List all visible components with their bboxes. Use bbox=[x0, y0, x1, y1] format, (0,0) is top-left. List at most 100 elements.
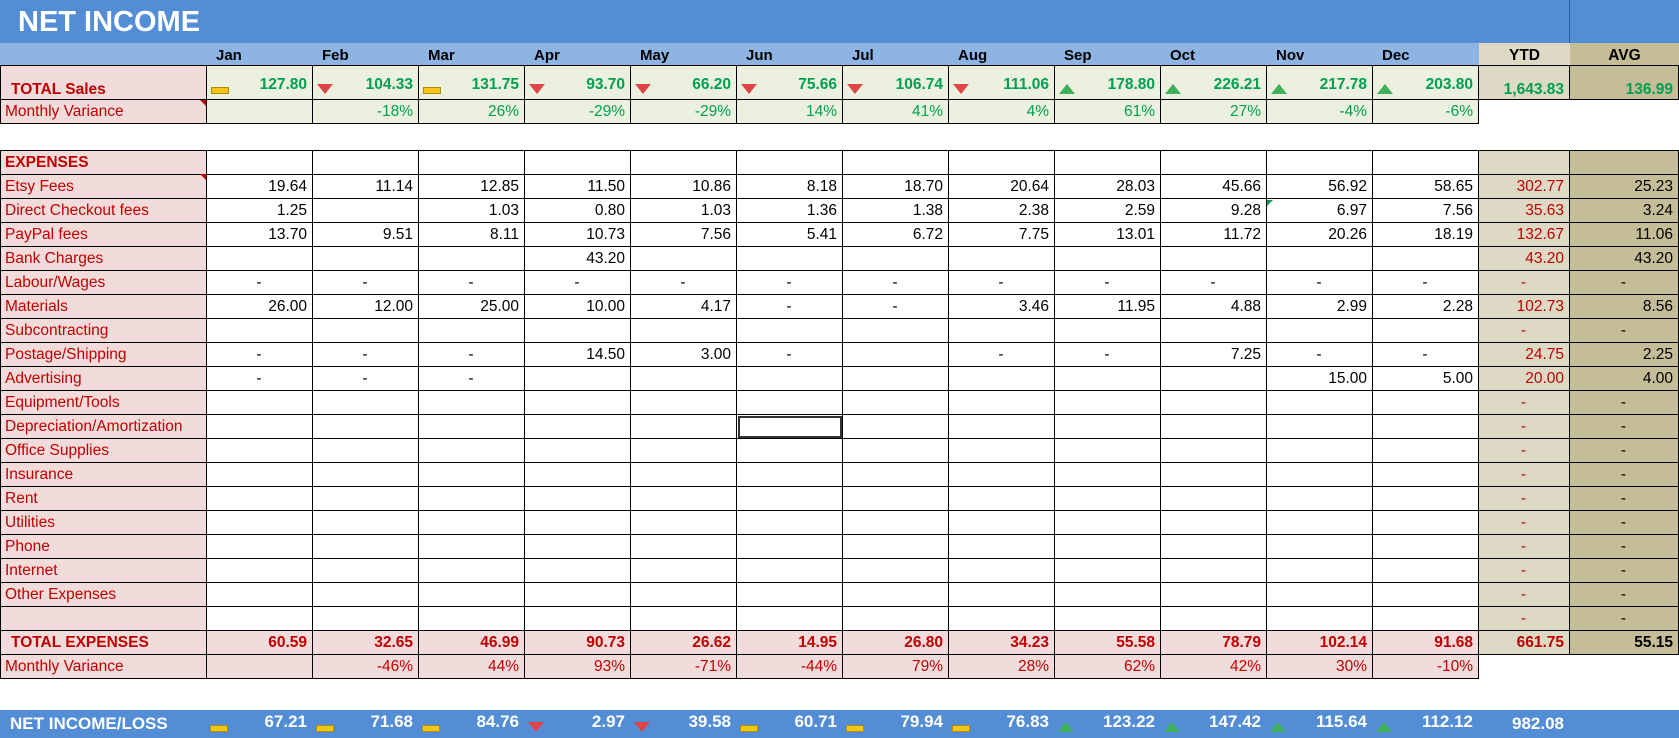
month-header-jul[interactable]: Jul bbox=[852, 47, 874, 64]
expense-cell-nov[interactable] bbox=[1266, 246, 1373, 271]
expense-cell-dec[interactable] bbox=[1372, 606, 1479, 631]
expenses-header-cell[interactable] bbox=[736, 150, 843, 175]
expense-cell-sep[interactable] bbox=[1054, 462, 1161, 487]
expense-cell-feb[interactable] bbox=[312, 246, 419, 271]
month-header-may[interactable]: May bbox=[640, 47, 670, 64]
expense-cell-oct[interactable] bbox=[1160, 510, 1267, 535]
expenses-variance-cell-oct[interactable]: 42% bbox=[1160, 654, 1267, 679]
expense-avg[interactable]: 2.25 bbox=[1569, 342, 1679, 367]
expense-ytd[interactable]: 43.20 bbox=[1478, 246, 1570, 271]
expense-cell-jun[interactable]: 1.36 bbox=[736, 198, 843, 223]
avg-header[interactable]: AVG bbox=[1570, 43, 1679, 68]
expense-cell-mar[interactable] bbox=[418, 606, 525, 631]
expense-cell-mar[interactable] bbox=[418, 582, 525, 607]
expense-avg[interactable]: - bbox=[1569, 582, 1679, 607]
expense-cell-oct[interactable]: 11.72 bbox=[1160, 222, 1267, 247]
expense-cell-may[interactable] bbox=[630, 318, 737, 343]
expense-cell-mar[interactable] bbox=[418, 390, 525, 415]
expense-cell-dec[interactable] bbox=[1372, 318, 1479, 343]
expense-cell-may[interactable] bbox=[630, 462, 737, 487]
expense-ytd[interactable]: - bbox=[1478, 462, 1570, 487]
expense-cell-aug[interactable] bbox=[948, 606, 1055, 631]
expense-ytd[interactable]: - bbox=[1478, 582, 1570, 607]
expense-cell-nov[interactable] bbox=[1266, 582, 1373, 607]
sales-cell-aug[interactable]: 111.06 bbox=[948, 65, 1055, 100]
expense-cell-sep[interactable] bbox=[1054, 606, 1161, 631]
expense-cell-apr[interactable] bbox=[524, 390, 631, 415]
expense-cell-dec[interactable]: - bbox=[1372, 270, 1479, 295]
expenses-header-cell[interactable] bbox=[418, 150, 525, 175]
expense-cell-jun[interactable] bbox=[736, 486, 843, 511]
expense-cell-apr[interactable] bbox=[524, 534, 631, 559]
net-income-cell-mar[interactable]: 84.76 bbox=[418, 710, 524, 738]
expense-cell-nov[interactable] bbox=[1266, 534, 1373, 559]
expense-cell-jul[interactable] bbox=[842, 462, 949, 487]
expense-label[interactable]: Materials bbox=[0, 294, 207, 319]
expense-cell-may[interactable] bbox=[630, 606, 737, 631]
expense-cell-jul[interactable] bbox=[842, 390, 949, 415]
sales-cell-nov[interactable]: 217.78 bbox=[1266, 65, 1373, 100]
expense-cell-sep[interactable]: - bbox=[1054, 342, 1161, 367]
expense-cell-apr[interactable]: 0.80 bbox=[524, 198, 631, 223]
expense-avg[interactable]: 3.24 bbox=[1569, 198, 1679, 223]
month-header-apr[interactable]: Apr bbox=[534, 47, 560, 64]
expense-cell-sep[interactable]: 2.59 bbox=[1054, 198, 1161, 223]
expense-cell-feb[interactable] bbox=[312, 486, 419, 511]
expense-avg[interactable]: - bbox=[1569, 462, 1679, 487]
expenses-variance-cell-may[interactable]: -71% bbox=[630, 654, 737, 679]
sales-variance-cell-sep[interactable]: 61% bbox=[1054, 99, 1161, 124]
expense-cell-oct[interactable]: - bbox=[1160, 270, 1267, 295]
expense-avg[interactable]: - bbox=[1569, 438, 1679, 463]
expense-cell-jun[interactable] bbox=[736, 390, 843, 415]
expense-cell-feb[interactable] bbox=[312, 534, 419, 559]
expense-cell-aug[interactable]: 3.46 bbox=[948, 294, 1055, 319]
expense-cell-apr[interactable]: 43.20 bbox=[524, 246, 631, 271]
expense-label[interactable] bbox=[0, 606, 207, 631]
expense-cell-mar[interactable]: - bbox=[418, 366, 525, 391]
expense-cell-jan[interactable] bbox=[206, 462, 313, 487]
expenses-variance-cell-sep[interactable]: 62% bbox=[1054, 654, 1161, 679]
expense-avg[interactable]: - bbox=[1569, 558, 1679, 583]
expense-label[interactable]: Advertising bbox=[0, 366, 207, 391]
expense-avg[interactable]: 25.23 bbox=[1569, 174, 1679, 199]
sales-ytd[interactable]: 1,643.83 bbox=[1478, 65, 1570, 100]
expense-cell-aug[interactable]: - bbox=[948, 270, 1055, 295]
expense-label[interactable]: Bank Charges bbox=[0, 246, 207, 271]
expense-cell-apr[interactable] bbox=[524, 438, 631, 463]
expense-cell-mar[interactable]: - bbox=[418, 270, 525, 295]
expense-cell-mar[interactable] bbox=[418, 438, 525, 463]
expense-cell-sep[interactable] bbox=[1054, 246, 1161, 271]
expense-cell-dec[interactable]: - bbox=[1372, 342, 1479, 367]
expense-label[interactable]: Internet bbox=[0, 558, 207, 583]
expense-cell-jan[interactable]: 1.25 bbox=[206, 198, 313, 223]
expense-cell-jun[interactable] bbox=[736, 366, 843, 391]
sales-variance-cell-oct[interactable]: 27% bbox=[1160, 99, 1267, 124]
expense-avg[interactable]: - bbox=[1569, 510, 1679, 535]
month-header-nov[interactable]: Nov bbox=[1276, 47, 1305, 64]
expense-cell-jul[interactable] bbox=[842, 318, 949, 343]
expense-label[interactable]: Postage/Shipping bbox=[0, 342, 207, 367]
sales-variance-cell-may[interactable]: -29% bbox=[630, 99, 737, 124]
expense-cell-dec[interactable] bbox=[1372, 414, 1479, 439]
expense-cell-jan[interactable]: - bbox=[206, 366, 313, 391]
expense-cell-aug[interactable] bbox=[948, 510, 1055, 535]
expense-cell-sep[interactable]: 13.01 bbox=[1054, 222, 1161, 247]
expense-cell-dec[interactable] bbox=[1372, 390, 1479, 415]
expense-cell-may[interactable]: - bbox=[630, 270, 737, 295]
expense-label[interactable]: Labour/Wages bbox=[0, 270, 207, 295]
expenses-header-cell[interactable] bbox=[1160, 150, 1267, 175]
expense-avg[interactable]: - bbox=[1569, 390, 1679, 415]
expense-ytd[interactable]: - bbox=[1478, 510, 1570, 535]
expense-cell-dec[interactable] bbox=[1372, 246, 1479, 271]
expense-cell-feb[interactable] bbox=[312, 462, 419, 487]
expense-cell-nov[interactable] bbox=[1266, 606, 1373, 631]
expense-cell-aug[interactable] bbox=[948, 462, 1055, 487]
expense-cell-may[interactable] bbox=[630, 246, 737, 271]
expense-cell-oct[interactable]: 4.88 bbox=[1160, 294, 1267, 319]
expense-cell-jul[interactable]: 1.38 bbox=[842, 198, 949, 223]
expense-cell-nov[interactable]: 6.97 bbox=[1266, 198, 1373, 223]
expense-cell-oct[interactable]: 7.25 bbox=[1160, 342, 1267, 367]
expense-cell-jun[interactable] bbox=[736, 318, 843, 343]
expenses-variance-cell-mar[interactable]: 44% bbox=[418, 654, 525, 679]
expense-cell-feb[interactable] bbox=[312, 318, 419, 343]
